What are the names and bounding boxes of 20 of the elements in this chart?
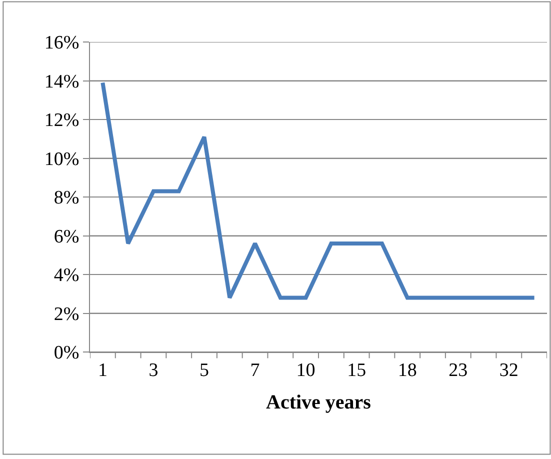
y-tick-label: 2%: [54, 304, 80, 325]
x-tick-label: 10: [296, 360, 316, 381]
x-tick-label: 1: [98, 360, 108, 381]
y-tick-label: 4%: [54, 265, 80, 286]
x-tick-label: 7: [250, 360, 260, 381]
x-tick-label: 15: [347, 360, 366, 381]
y-tick-label: 16%: [44, 32, 80, 54]
x-tick-label: 18: [398, 360, 417, 381]
x-tick-label: 5: [200, 360, 209, 381]
y-tick-label: 6%: [54, 226, 80, 248]
line-series: [100, 80, 536, 300]
y-tick-label: 8%: [54, 188, 80, 209]
x-axis-title: Active years: [266, 391, 372, 414]
y-tick-label: 0%: [54, 342, 80, 364]
x-tick-label: 3: [148, 360, 158, 381]
y-tick-label: 12%: [44, 110, 80, 132]
x-tick-label: 23: [448, 360, 468, 381]
y-tick-label: 14%: [44, 71, 80, 92]
x-tick-label: 32: [499, 360, 518, 381]
y-tick-label: 10%: [44, 148, 80, 170]
